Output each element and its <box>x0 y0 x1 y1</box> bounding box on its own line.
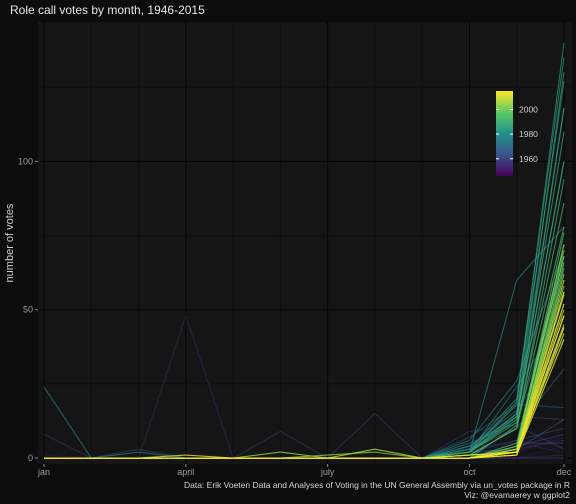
legend-label-2000: 2000 <box>519 104 538 114</box>
legend-label-1980: 1980 <box>519 129 538 139</box>
caption-line-1: Data: Erik Voeten Data and Analyses of V… <box>184 480 570 490</box>
legend-label-1960: 1960 <box>519 154 538 164</box>
x-tick-label-jan: jan <box>37 467 50 477</box>
y-axis-label: number of votes <box>4 203 16 282</box>
caption-line-2: Viz: @evamaerey w ggplot2 <box>464 490 570 500</box>
chart-title: Role call votes by month, 1946-2015 <box>10 3 205 17</box>
x-axis: jan april july oct dec <box>37 464 572 477</box>
series-lines <box>43 42 565 459</box>
y-tick-label: 50 <box>23 305 33 315</box>
y-tick-label: 0 <box>28 453 33 463</box>
x-tick-label-oct: oct <box>463 467 476 477</box>
legend-colorbar <box>496 91 513 176</box>
x-tick-label-april: april <box>177 467 194 477</box>
y-axis: 0 50 100 <box>18 156 38 463</box>
legend-ticks: 1960 1980 2000 <box>496 104 538 164</box>
x-tick-label-dec: dec <box>557 467 572 477</box>
legend: 1960 1980 2000 <box>496 91 538 176</box>
plot-panel <box>38 22 572 464</box>
y-tick-label: 100 <box>18 156 33 166</box>
x-tick-label-july: july <box>320 467 335 477</box>
series-line-2015 <box>44 303 565 459</box>
